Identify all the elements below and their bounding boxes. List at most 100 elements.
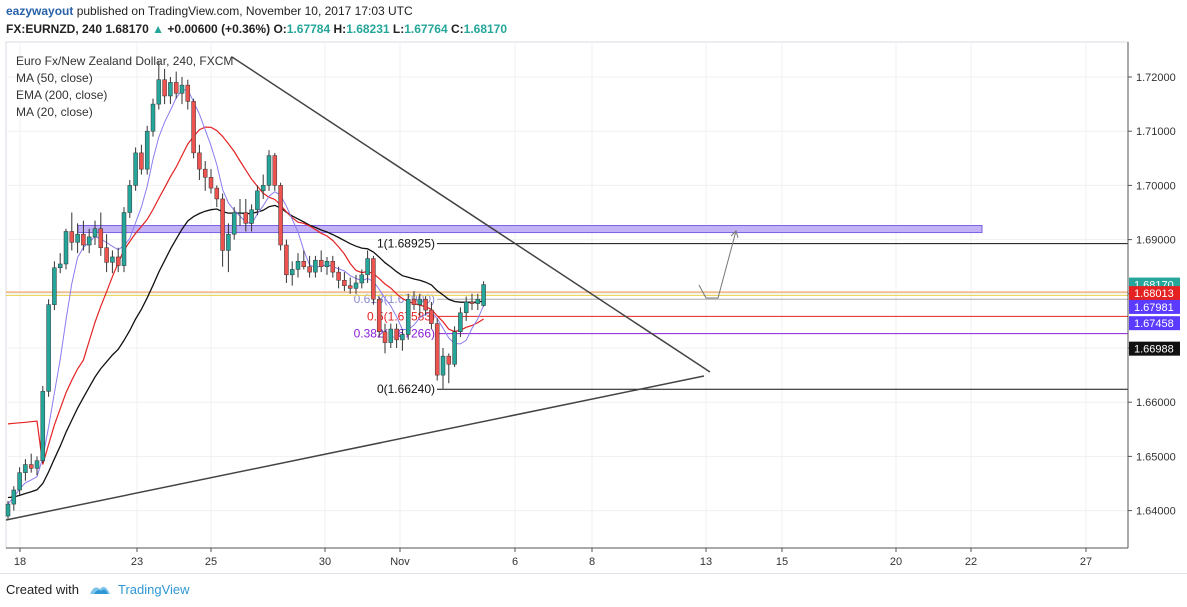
candle: [347, 277, 353, 294]
candle-body: [301, 261, 307, 267]
candle: [388, 323, 394, 348]
candle: [86, 228, 92, 254]
username[interactable]: eazywayout: [6, 4, 74, 18]
candle: [382, 323, 388, 354]
candle: [52, 261, 57, 311]
trend-drawings[interactable]: [5, 56, 739, 521]
indicator-ma50: MA (50, close): [16, 71, 93, 85]
candle: [365, 250, 370, 283]
candle-body: [243, 212, 249, 224]
candle-body: [162, 79, 167, 97]
arrow-head-icon: [730, 230, 739, 239]
candle-body: [92, 228, 98, 238]
price-badge-label: 1.68013: [1134, 288, 1174, 300]
candle: [469, 293, 475, 311]
candle-body: [266, 155, 272, 186]
candle-body: [86, 236, 92, 246]
candle-body: [376, 298, 382, 332]
price-badge-label: 1.67458: [1134, 318, 1174, 330]
candle: [63, 228, 69, 270]
price-badge-2: 1.68013: [1129, 286, 1180, 301]
candle: [133, 147, 138, 191]
candle: [92, 220, 98, 246]
candle-body: [475, 298, 481, 304]
candle: [81, 220, 86, 251]
candle: [405, 293, 411, 340]
price-badge-bg: [1129, 286, 1180, 301]
candle-body: [34, 460, 40, 469]
candle-body: [104, 247, 109, 263]
symbol-bar: FX:EURNZD, 240 1.68170 ▲ +0.00600 (+0.36…: [6, 22, 507, 36]
indicator-ma20: MA (20, close): [16, 105, 93, 119]
candlestick-series: [5, 60, 486, 519]
y-tick-label-2: 1.70000: [1136, 180, 1176, 192]
price-badge-5: 1.66988: [1129, 341, 1180, 356]
candle-body: [226, 233, 231, 251]
candle-body: [353, 282, 359, 289]
candle-body: [52, 267, 57, 305]
candle-body: [347, 285, 353, 289]
candle: [243, 198, 249, 232]
candle-body: [359, 274, 365, 284]
candle: [214, 185, 220, 208]
candle: [185, 79, 191, 110]
candle: [463, 296, 469, 321]
candle: [330, 255, 336, 278]
candle-body: [150, 103, 156, 132]
candle-body: [371, 258, 376, 300]
candle: [452, 326, 457, 367]
candle: [226, 223, 231, 273]
candle: [28, 453, 34, 473]
footer: Created with TradingView: [0, 573, 1187, 607]
candle: [156, 60, 162, 110]
resistance-zone[interactable]: [77, 225, 983, 234]
y-tick-label-6: 1.66000: [1136, 397, 1176, 409]
candle-body: [237, 212, 243, 214]
candle-body: [139, 152, 144, 170]
candle-body: [440, 355, 446, 376]
candle: [139, 144, 144, 175]
symbol: FX:EURNZD, 240: [6, 22, 103, 36]
candle-body: [434, 323, 440, 376]
candle-body: [168, 82, 173, 97]
candle: [75, 223, 80, 254]
candle: [458, 307, 463, 338]
candle-body: [260, 185, 266, 192]
candle-body: [330, 261, 336, 273]
candle-body: [127, 185, 133, 213]
candle: [98, 212, 104, 256]
candle: [266, 150, 272, 191]
candle: [417, 293, 423, 316]
candle: [475, 293, 481, 311]
tradingview-brand[interactable]: TradingView: [118, 582, 190, 597]
candle-body: [342, 280, 347, 286]
candle: [249, 204, 254, 232]
candle-body: [179, 84, 185, 94]
fib-label-1: 0.618(1.67900): [354, 292, 435, 306]
candle-body: [69, 231, 75, 243]
candle: [121, 207, 127, 273]
candle: [173, 71, 179, 99]
price-chart[interactable]: 1(1.68925)0.618(1.67900)0.5(1.67583)0.38…: [0, 0, 1187, 573]
y-tick-label-7: 1.65000: [1136, 451, 1176, 463]
candle: [301, 250, 307, 270]
ma50-line: [7, 126, 484, 465]
fibonacci-retracement[interactable]: 1(1.68925)0.618(1.67900)0.5(1.67583)0.38…: [6, 237, 1128, 397]
candle: [423, 296, 428, 316]
time-axis[interactable]: 18 23 25 30 Nov 6 8 13 15 20 22 27: [6, 547, 1128, 568]
price-badge-bg: [1129, 341, 1180, 356]
candle-body: [98, 228, 104, 248]
candle-body: [452, 331, 457, 365]
candle: [197, 144, 202, 180]
candle-body: [405, 298, 411, 335]
candle-body: [11, 489, 17, 505]
candle: [342, 272, 347, 292]
fib-label-0: 1(1.68925): [377, 237, 435, 251]
candle: [446, 353, 452, 384]
price-badge-bg: [1129, 299, 1180, 314]
tradingview-logo-icon[interactable]: [88, 580, 112, 598]
open-value: 1.67784: [286, 22, 331, 36]
candle: [144, 125, 150, 175]
candle: [260, 174, 266, 199]
